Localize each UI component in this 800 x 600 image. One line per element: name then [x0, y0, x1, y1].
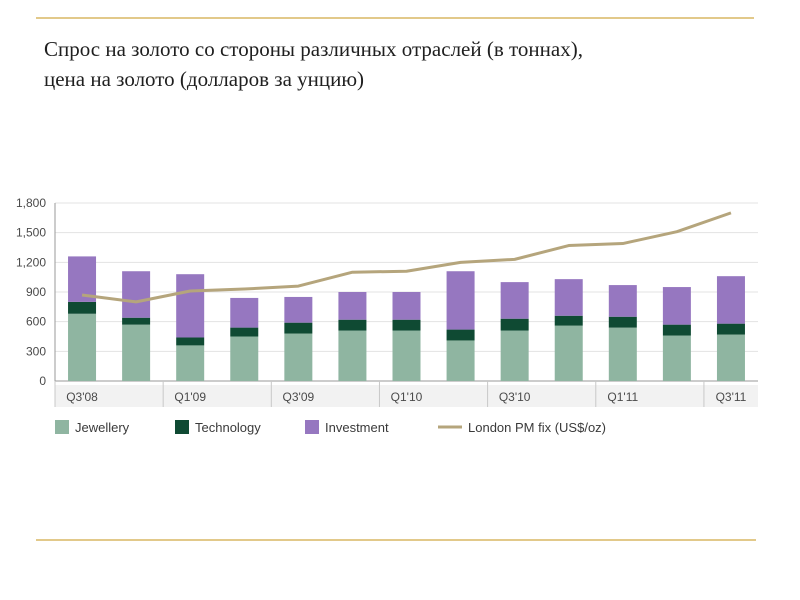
bar-investment — [392, 292, 421, 320]
bottom-divider — [36, 539, 756, 541]
bar-technology — [446, 329, 475, 341]
x-label-band — [55, 385, 758, 407]
bar-technology — [500, 318, 529, 331]
bar-jewellery — [392, 330, 421, 381]
bar-investment — [230, 297, 259, 328]
x-tick-label: Q3'08 — [66, 390, 98, 404]
bar-jewellery — [230, 336, 259, 381]
legend-label: Jewellery — [75, 420, 130, 435]
bar-investment — [176, 274, 205, 338]
slide-title-line-1: Спрос на золото со стороны различных отр… — [44, 37, 583, 61]
bar-technology — [284, 322, 313, 334]
y-tick-label: 900 — [26, 285, 46, 299]
legend-label: Investment — [325, 420, 389, 435]
bar-investment — [446, 271, 475, 330]
x-tick-label: Q3'09 — [283, 390, 315, 404]
bar-jewellery — [338, 330, 367, 381]
y-tick-label: 1,500 — [16, 226, 46, 240]
bar-jewellery — [716, 334, 745, 381]
bar-jewellery — [446, 340, 475, 381]
x-tick-label: Q1'09 — [174, 390, 206, 404]
x-tick-label: Q3'10 — [499, 390, 531, 404]
slide-title-line-2: цена на золото (долларов за унцию) — [44, 67, 365, 91]
bar-technology — [176, 337, 205, 346]
bar-technology — [716, 323, 745, 335]
bar-jewellery — [500, 330, 529, 381]
bar-jewellery — [68, 313, 97, 381]
x-tick-label: Q3'11 — [716, 390, 747, 404]
bar-technology — [392, 319, 421, 331]
bar-technology — [338, 319, 367, 331]
bar-jewellery — [284, 333, 313, 381]
bar-investment — [284, 296, 313, 323]
bar-technology — [68, 301, 97, 314]
bar-jewellery — [122, 324, 151, 381]
legend-label: Technology — [195, 420, 261, 435]
bar-technology — [608, 316, 637, 328]
y-tick-label: 1,800 — [16, 196, 46, 210]
bar-investment — [608, 285, 637, 317]
y-tick-label: 300 — [26, 344, 46, 358]
bar-investment — [716, 276, 745, 324]
bar-investment — [122, 271, 151, 318]
legend-swatch-technology — [175, 420, 189, 434]
y-tick-label: 600 — [26, 315, 46, 329]
y-tick-label: 0 — [39, 374, 46, 388]
bar-technology — [662, 324, 691, 336]
bar-investment — [68, 256, 97, 302]
bar-investment — [338, 292, 367, 320]
legend-label: London PM fix (US$/oz) — [468, 420, 606, 435]
y-tick-label: 1,200 — [16, 255, 46, 269]
gold-demand-chart: 0 300 600 900 1,200 1,500 1,800 Q3'08 Q1'09 Q3'09… — [16, 196, 758, 435]
bar-jewellery — [554, 325, 583, 381]
x-tick-label: Q1'11 — [607, 390, 638, 404]
legend-swatch-jewellery — [55, 420, 69, 434]
bar-technology — [230, 327, 259, 337]
bar-investment — [554, 279, 583, 316]
x-tick-label: Q1'10 — [391, 390, 423, 404]
slide-title: Спрос на золото со стороны различных отр… — [44, 34, 764, 94]
bar-investment — [662, 287, 691, 325]
bar-technology — [554, 315, 583, 326]
bar-jewellery — [176, 345, 205, 381]
bar-jewellery — [608, 327, 637, 381]
bar-technology — [122, 317, 151, 325]
bar-investment — [500, 282, 529, 319]
legend-swatch-investment — [305, 420, 319, 434]
top-divider — [36, 17, 754, 19]
price-line — [81, 211, 732, 304]
bar-jewellery — [662, 335, 691, 381]
